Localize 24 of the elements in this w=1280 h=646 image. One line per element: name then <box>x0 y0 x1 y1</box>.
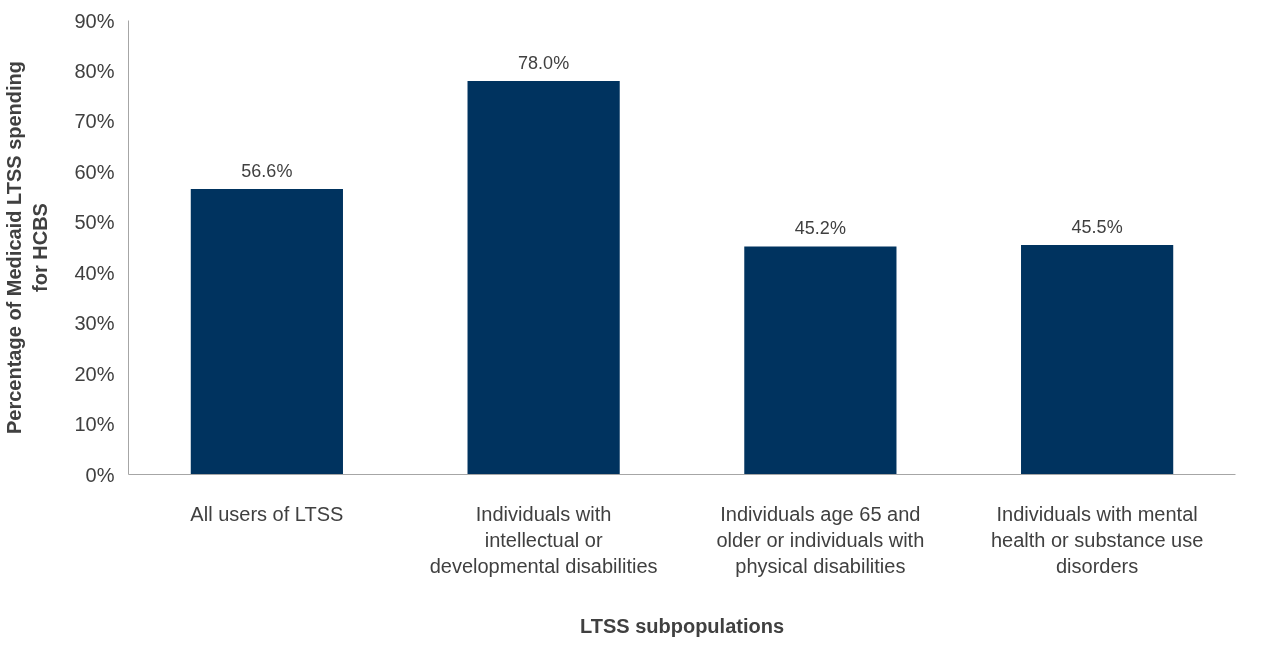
data-label: 78.0% <box>518 53 570 74</box>
data-label: 56.6% <box>241 160 293 181</box>
y-tick-label: 20% <box>74 362 115 385</box>
bar <box>190 188 343 475</box>
data-label: 45.2% <box>794 218 846 239</box>
bar <box>467 81 620 475</box>
y-tick-label: 30% <box>74 312 115 335</box>
y-tick-label: 0% <box>85 463 115 486</box>
x-axis-title: LTSS subpopulations <box>579 615 785 638</box>
data-label: 45.5% <box>1071 216 1123 237</box>
x-tick-label: Individuals with intellectual or developmental disabilities <box>429 502 658 578</box>
y-tick-label: 50% <box>74 211 115 234</box>
x-tick-label: All users of LTSS <box>190 502 344 525</box>
bar <box>744 246 897 475</box>
x-tick-label: Individuals age 65 and older or individuals with physical disabilities <box>716 502 925 578</box>
bar <box>1021 244 1174 475</box>
y-tick-label: 90% <box>74 9 115 32</box>
y-tick-label: 80% <box>74 59 115 82</box>
y-tick-label: 60% <box>74 160 115 183</box>
y-tick-label: 10% <box>74 413 115 436</box>
y-tick-label: 40% <box>74 261 115 284</box>
x-tick-label: Individuals with mental health or substance use disorders <box>990 502 1204 578</box>
y-axis-title: Percentage of Medicaid LTSS spending for HCBS <box>3 60 52 435</box>
y-tick-label: 70% <box>74 110 115 133</box>
